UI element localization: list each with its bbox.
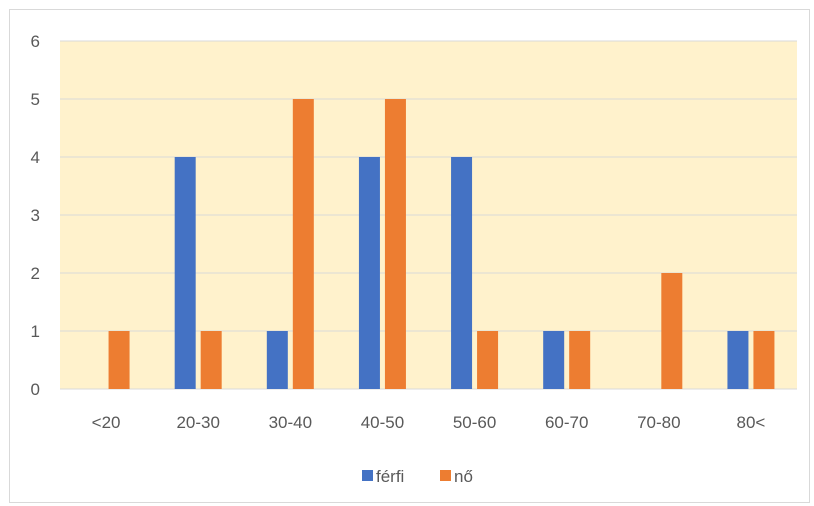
x-tick-label: 20-30	[176, 413, 219, 432]
bar-ferfi	[727, 331, 749, 389]
legend-swatch	[362, 470, 373, 481]
bar-ferfi	[266, 331, 288, 389]
legend-swatch	[440, 470, 451, 481]
y-tick-label: 0	[31, 380, 40, 399]
y-tick-label: 1	[31, 322, 40, 341]
legend: férfi nő	[362, 467, 473, 486]
bar-no	[661, 273, 683, 389]
x-tick-label: <20	[92, 413, 121, 432]
legend-label: férfi	[376, 467, 404, 486]
y-tick-label: 3	[31, 206, 40, 225]
bar-no	[292, 99, 314, 389]
bar-no	[477, 331, 499, 389]
y-tick-label: 4	[31, 148, 40, 167]
x-tick-label: 60-70	[545, 413, 588, 432]
bar-no	[384, 99, 406, 389]
bar-ferfi	[543, 331, 565, 389]
bar-no	[108, 331, 130, 389]
x-tick-label: 40-50	[361, 413, 404, 432]
x-tick-label: 50-60	[453, 413, 496, 432]
y-tick-label: 6	[31, 32, 40, 51]
bar-ferfi	[174, 157, 196, 389]
legend-label: nő	[454, 467, 473, 486]
bars	[108, 99, 775, 389]
y-tick-label: 5	[31, 90, 40, 109]
bar-ferfi	[451, 157, 473, 389]
bar-no	[753, 331, 775, 389]
x-tick-label: 80<	[737, 413, 766, 432]
x-axis-ticks: <20 20-30 30-40 40-50 50-60 60-70 70-80 80<	[92, 413, 766, 432]
bar-no	[569, 331, 591, 389]
bar-no	[200, 331, 222, 389]
y-tick-label: 2	[31, 264, 40, 283]
bar-ferfi	[358, 157, 380, 389]
y-axis-ticks: 0 1 2 3 4 5 6	[31, 32, 40, 399]
x-tick-label: 70-80	[637, 413, 680, 432]
x-tick-label: 30-40	[269, 413, 312, 432]
